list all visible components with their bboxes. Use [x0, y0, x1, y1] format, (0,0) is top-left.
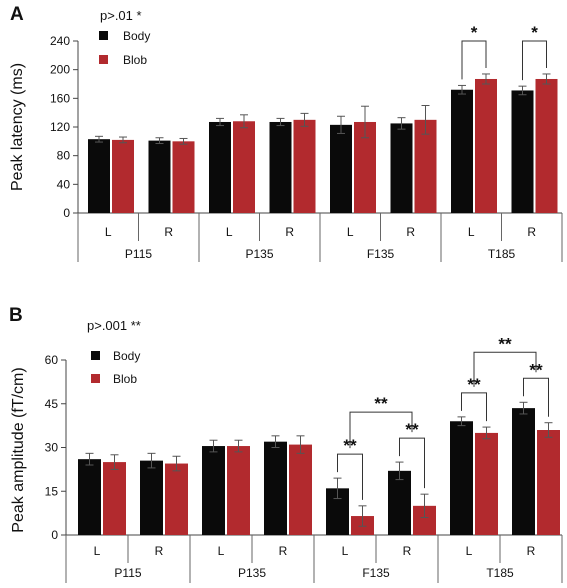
legend-label-blob: Blob	[113, 372, 137, 386]
bar-body	[511, 90, 534, 213]
subgroup-label: R	[285, 225, 294, 239]
panel-letter: A	[10, 4, 24, 25]
significance-bracket	[461, 392, 487, 422]
subgroup-label: L	[218, 544, 225, 558]
bar-body	[88, 139, 110, 213]
y-axis-label: Peak amplitude (fT/cm)	[10, 367, 27, 532]
bar-blob	[413, 505, 436, 535]
group-label-p115: P115	[114, 566, 141, 580]
subgroup-label: L	[105, 225, 112, 239]
bar-blob	[233, 121, 255, 213]
subgroup-label: R	[279, 544, 288, 558]
group-label-p115: P115	[125, 247, 152, 261]
bar-body	[202, 446, 225, 535]
bar-blob	[112, 139, 134, 213]
bar-body	[451, 89, 473, 213]
subgroup-label: L	[466, 544, 473, 558]
significance-bracket	[522, 40, 547, 81]
significance-marker: *	[531, 23, 538, 42]
bar-blob	[537, 430, 560, 535]
group-label-f135: F135	[367, 247, 395, 261]
subgroup-label: R	[155, 544, 164, 558]
y-tick-label: 45	[45, 397, 59, 411]
group-label-p135: P135	[245, 247, 273, 261]
legend-swatch-blob	[99, 55, 108, 64]
bar-blob	[414, 119, 437, 213]
bar-body	[450, 421, 473, 535]
bar-blob	[289, 444, 312, 535]
bar-body	[326, 488, 349, 535]
subgroup-label: R	[164, 225, 173, 239]
bar-body	[140, 460, 163, 535]
y-tick-label: 160	[50, 91, 70, 105]
subgroup-label: L	[226, 225, 233, 239]
bar-blob	[475, 432, 498, 535]
y-tick-label: 30	[45, 441, 59, 455]
bar-body	[264, 441, 287, 535]
group-label-t185: T185	[486, 566, 514, 580]
y-axis-label: Peak latency (ms)	[9, 63, 26, 191]
group-label-t185: T185	[488, 247, 516, 261]
significance-bracket	[349, 411, 413, 449]
y-tick-label: 40	[57, 177, 71, 191]
bar-body	[512, 408, 535, 535]
bar-blob	[293, 119, 316, 213]
y-tick-label: 200	[50, 63, 70, 77]
group-label-p135: P135	[238, 566, 266, 580]
y-tick-label: 0	[63, 206, 70, 220]
bar-body	[388, 470, 411, 535]
significance-bracket	[473, 351, 537, 387]
y-tick-label: 60	[45, 353, 59, 367]
legend-swatch-body	[91, 351, 100, 360]
bar-blob	[103, 462, 126, 535]
legend-swatch-body	[99, 31, 108, 40]
legend-swatch-blob	[91, 374, 100, 383]
bar-body	[390, 123, 413, 213]
bar-body	[78, 459, 101, 535]
subgroup-label: R	[406, 225, 415, 239]
subgroup-label: R	[403, 544, 412, 558]
bar-body	[148, 140, 171, 213]
significance-note: p>.001 **	[87, 318, 141, 333]
y-tick-label: 80	[57, 149, 71, 163]
significance-bracket	[337, 453, 363, 500]
bar-body	[269, 121, 292, 213]
significance-bracket	[399, 437, 425, 489]
y-tick-label: 120	[50, 120, 70, 134]
bar-blob	[535, 78, 558, 213]
legend-label-body: Body	[113, 349, 140, 363]
y-tick-label: 0	[51, 528, 58, 542]
subgroup-label: L	[342, 544, 349, 558]
subgroup-label: R	[527, 544, 536, 558]
subgroup-label: L	[347, 225, 354, 239]
significance-marker: **	[374, 394, 388, 413]
legend-label-blob: Blob	[123, 53, 147, 67]
bar-body	[330, 124, 352, 213]
panel-letter: B	[9, 305, 23, 326]
bar-body	[209, 121, 231, 213]
significance-marker: *	[471, 23, 478, 42]
bar-blob	[227, 446, 250, 535]
significance-marker: **	[498, 334, 512, 353]
bar-blob	[354, 121, 376, 213]
legend-label-body: Body	[123, 29, 150, 43]
bar-blob	[172, 141, 195, 213]
y-tick-label: 15	[45, 484, 59, 498]
significance-note: p>.01 *	[100, 8, 142, 23]
significance-bracket	[523, 377, 549, 417]
bar-blob	[475, 78, 497, 213]
subgroup-label: R	[527, 225, 536, 239]
subgroup-label: L	[94, 544, 101, 558]
bar-blob	[165, 463, 188, 535]
y-tick-label: 240	[50, 34, 70, 48]
subgroup-label: L	[468, 225, 475, 239]
group-label-f135: F135	[362, 566, 390, 580]
significance-bracket	[461, 40, 487, 80]
